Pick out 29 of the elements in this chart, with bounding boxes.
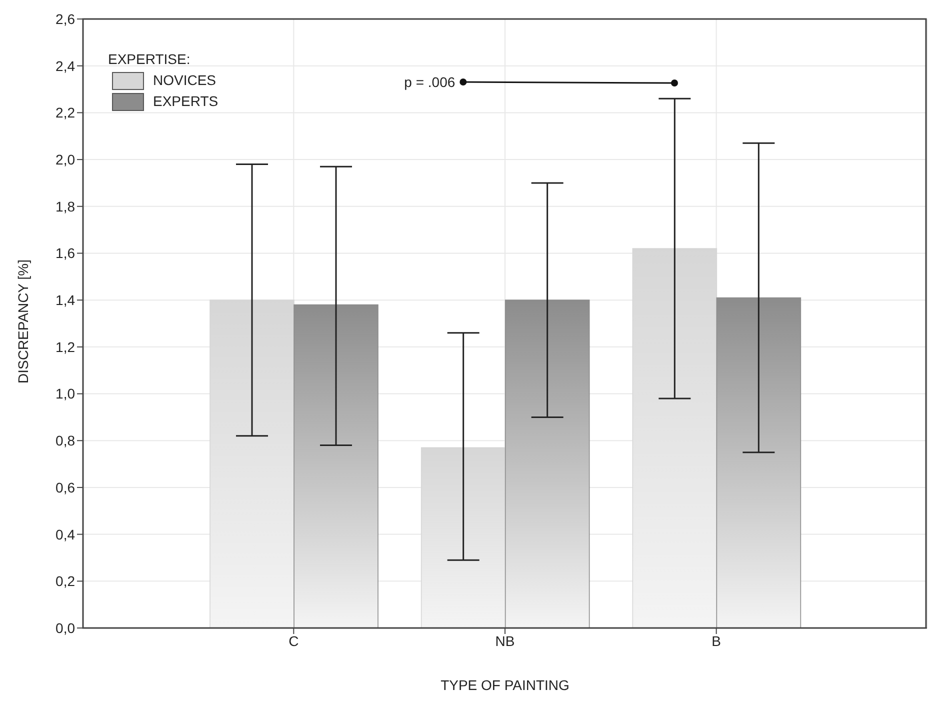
bar [716, 297, 802, 628]
y-tick-label: 2,6 [56, 10, 76, 27]
bar [420, 447, 506, 628]
y-tick-label: 2,2 [56, 104, 76, 121]
y-tick-label: 0,8 [56, 432, 76, 449]
legend-label: NOVICES [153, 71, 216, 90]
x-tick-label: NB [495, 632, 515, 649]
y-tick-label: 1,2 [56, 338, 76, 355]
bar [632, 248, 718, 628]
x-tick-label: B [712, 632, 722, 649]
y-tick-label: 0,6 [56, 479, 76, 496]
annotation: p = .006 [404, 74, 456, 90]
y-tick-label: 2,0 [56, 152, 76, 168]
y-axis-title: DISCREPANCY [%] [14, 260, 31, 384]
y-tick-label: 1,0 [56, 386, 76, 402]
y-tick-label: 1,8 [56, 198, 76, 214]
x-axis-title: TYPE OF PAINTING [440, 677, 570, 693]
bar [504, 300, 590, 628]
y-tick-label: 0,0 [56, 620, 76, 636]
y-tick-label: 2,4 [56, 58, 76, 74]
legend-title: EXPERTISE: [108, 50, 192, 69]
y-tick-label: 1,4 [56, 292, 76, 308]
y-tick-label: 0,4 [56, 526, 76, 542]
y-tick-label: 0,2 [56, 573, 76, 590]
x-tick-label: C [288, 632, 299, 649]
bar [210, 300, 294, 628]
y-tick-label: 1,6 [56, 245, 76, 262]
legend-label: EXPERTS [153, 92, 218, 111]
bar [294, 304, 378, 628]
